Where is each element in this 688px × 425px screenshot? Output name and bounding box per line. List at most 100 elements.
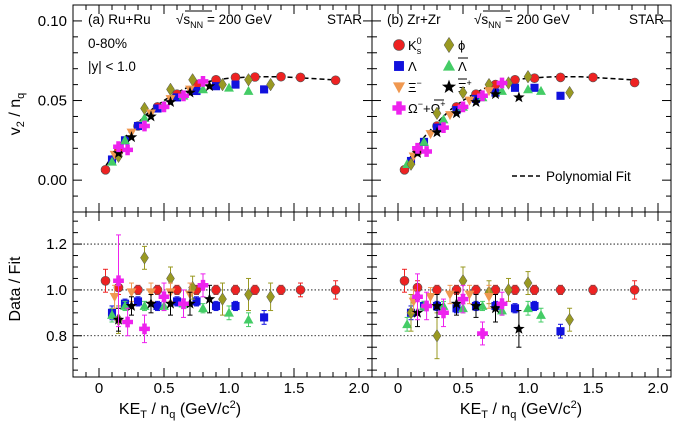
point-antilambda — [438, 114, 449, 124]
point-antilambda — [139, 112, 150, 122]
point-lambda-shape — [192, 86, 201, 96]
point-phi-shape — [218, 77, 227, 92]
ratio-point-k0s-shape — [250, 285, 260, 295]
legend: K0s ϕ Λ Λ Ξ− Ξ+ Ω−+Ω+ Polynomial Fit — [408, 36, 631, 184]
x-tick-label: 0 — [95, 380, 103, 397]
point-antixi-shape — [489, 88, 502, 100]
ratio-point-k0s — [276, 285, 286, 295]
point-omega — [158, 101, 170, 113]
point-omega — [477, 90, 488, 102]
ratio-point-phi-shape — [504, 283, 513, 297]
point-antixi — [513, 91, 525, 103]
ratio-point-xi — [126, 288, 137, 298]
point-phi — [565, 85, 574, 100]
ratio-point-lambda — [153, 301, 162, 311]
ratio-point-antilambda — [243, 314, 254, 324]
legend-xi-label: Ξ− — [408, 78, 422, 95]
y-tick-label-bottom: 0.8 — [46, 328, 67, 345]
point-antilambda-shape — [107, 156, 117, 166]
ratio-point-antixi-shape — [203, 293, 216, 305]
ratio-point-phi-shape — [218, 292, 227, 306]
ratio-point-lambda-shape — [133, 297, 143, 306]
point-phi — [432, 106, 442, 121]
point-k0s — [295, 72, 306, 83]
point-phi-shape — [432, 106, 442, 121]
ratio-point-xi-shape — [464, 290, 475, 300]
ratio-point-antilambda — [402, 319, 413, 329]
point-antilambda — [198, 84, 208, 94]
x-tick-label: 0.5 — [154, 380, 175, 397]
point-antilambda-shape — [419, 136, 429, 146]
point-xi-shape — [445, 111, 455, 121]
x-axis-title-right: KET / nq (GeV/c2) — [460, 399, 582, 421]
point-phi — [266, 77, 275, 92]
point-lambda — [211, 82, 221, 91]
point-lambda — [510, 83, 520, 92]
point-omega-shape — [457, 101, 469, 113]
ratio-point-lambda — [192, 297, 201, 306]
ratio-point-k0s — [211, 285, 221, 295]
ratio-point-phi-shape — [432, 329, 442, 343]
ratio-point-antixi — [431, 299, 443, 311]
panel-a-label: (a) Ru+Ru — [88, 12, 151, 27]
ratio-point-lambda — [530, 301, 539, 311]
ratio-point-xi — [425, 292, 436, 302]
ratio-point-omega-shape — [139, 323, 150, 335]
ratio-point-antixi-shape — [125, 299, 138, 311]
ratio-point-lambda — [556, 327, 565, 336]
ratio-point-antixi — [125, 299, 138, 311]
panel-b-energy: √sNN = 200 GeV — [474, 12, 570, 30]
ratio-point-lambda-shape — [530, 301, 539, 311]
ratio-point-antilambda — [523, 303, 533, 313]
legend-fit-label: Polynomial Fit — [546, 169, 631, 184]
ratio-point-k0s — [100, 275, 111, 286]
ratio-point-phi-shape — [523, 276, 533, 290]
point-omega-shape — [496, 77, 508, 89]
ratio-point-lambda-shape — [556, 327, 565, 336]
point-k0s-shape — [588, 72, 598, 83]
ratio-point-antixi — [489, 302, 502, 314]
y-axis-title-bottom: Data / Fit — [7, 256, 24, 321]
ratio-point-lambda-shape — [192, 297, 201, 306]
point-omega — [412, 142, 423, 154]
point-lambda-shape — [172, 93, 182, 102]
point-phi-shape — [458, 85, 468, 100]
ratio-point-omega-shape — [496, 298, 508, 310]
legend-marker-xi-shape — [392, 82, 406, 94]
x-tick-label: 1.5 — [583, 380, 604, 397]
ratio-point-omega-shape — [477, 328, 488, 339]
point-antilambda — [224, 82, 234, 92]
point-antilambda-shape — [139, 112, 150, 122]
ratio-point-phi — [218, 292, 227, 306]
ratio-point-omega-shape — [122, 316, 133, 328]
point-omega — [438, 122, 449, 133]
ratio-point-k0s — [295, 285, 306, 295]
point-omega-shape — [113, 141, 124, 153]
ratio-point-antilambda-shape — [536, 309, 546, 319]
ratio-point-lambda-shape — [153, 301, 162, 311]
ratio-point-omega — [412, 291, 423, 303]
point-k0s-shape — [555, 72, 566, 83]
point-antixi — [112, 147, 125, 159]
ratio-point-antilambda — [139, 300, 150, 310]
point-antixi — [450, 107, 463, 119]
x-axis-title-left: KET / nq (GeV/c2) — [119, 399, 241, 421]
point-omega — [122, 144, 133, 156]
ratio-point-k0s — [588, 285, 598, 295]
ratio-point-lambda — [211, 301, 221, 311]
point-antilambda — [523, 84, 533, 94]
ratio-point-antixi-shape — [184, 297, 196, 309]
legend-k0s-label: K0 s — [408, 36, 422, 56]
point-antilambda-shape — [243, 85, 254, 95]
legend-marker-antilambda — [442, 59, 456, 71]
ratio-point-phi — [504, 283, 513, 297]
x-tick-label: 2.0 — [648, 380, 669, 397]
point-antilambda-shape — [224, 82, 234, 92]
y-tick-label-top: 0.05 — [38, 93, 67, 110]
point-k0s — [330, 75, 341, 86]
ratio-point-omega — [139, 323, 150, 335]
point-xi — [425, 130, 436, 140]
ratio-point-omega — [438, 307, 449, 319]
point-antixi — [125, 131, 138, 143]
